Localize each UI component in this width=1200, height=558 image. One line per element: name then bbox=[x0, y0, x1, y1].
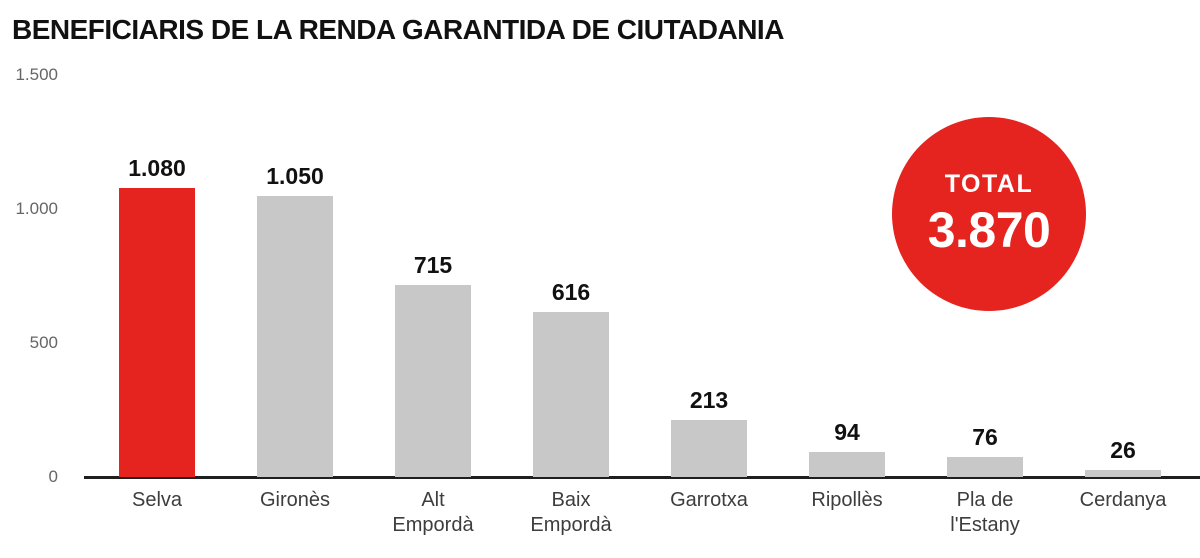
total-badge-label: TOTAL bbox=[944, 169, 1034, 198]
bar-alt-emporda bbox=[395, 285, 471, 477]
x-axis-line bbox=[84, 476, 1200, 479]
bar-value-label: 1.080 bbox=[128, 155, 186, 181]
bar-garrotxa bbox=[671, 420, 747, 477]
bar-pla-de-l-estany bbox=[947, 457, 1023, 477]
bar-girones bbox=[257, 196, 333, 477]
bar-cerdanya bbox=[1085, 470, 1161, 477]
y-axis-tick-label: 0 bbox=[48, 467, 58, 486]
x-axis-category-label: Gironès bbox=[259, 489, 331, 511]
x-axis-category-label: Ripollès bbox=[811, 489, 883, 511]
x-axis-category-label: Alt Empordà bbox=[392, 489, 474, 536]
bar-ripolles bbox=[809, 452, 885, 477]
bar-value-label: 616 bbox=[551, 279, 591, 305]
chart-title: BENEFICIARIS DE LA RENDA GARANTIDA DE CI… bbox=[12, 14, 784, 45]
bar-value-label: 213 bbox=[689, 387, 729, 413]
bar-value-label: 76 bbox=[972, 424, 998, 450]
bar-value-label: 94 bbox=[834, 419, 860, 445]
x-axis-category-label: Selva bbox=[131, 489, 183, 511]
y-axis-tick-label: 1.500 bbox=[15, 65, 58, 84]
bar-value-label: 1.050 bbox=[266, 163, 324, 189]
total-badge-value: 3.870 bbox=[927, 201, 1051, 258]
bar-baix-emporda bbox=[533, 312, 609, 477]
bar-selva bbox=[119, 188, 195, 477]
bar-value-label: 715 bbox=[413, 252, 453, 278]
total-badge: TOTAL 3.870 bbox=[892, 117, 1086, 311]
x-axis-category-label: Garrotxa bbox=[670, 489, 748, 511]
y-axis-tick-label: 1.000 bbox=[15, 199, 58, 218]
x-axis-category-label: Pla de l'Estany bbox=[950, 489, 1020, 536]
y-axis-tick-label: 500 bbox=[29, 333, 58, 352]
x-axis-category-label: Cerdanya bbox=[1079, 489, 1167, 511]
bar-value-label: 26 bbox=[1110, 437, 1136, 463]
x-axis-category-label: Baix Empordà bbox=[530, 489, 612, 536]
